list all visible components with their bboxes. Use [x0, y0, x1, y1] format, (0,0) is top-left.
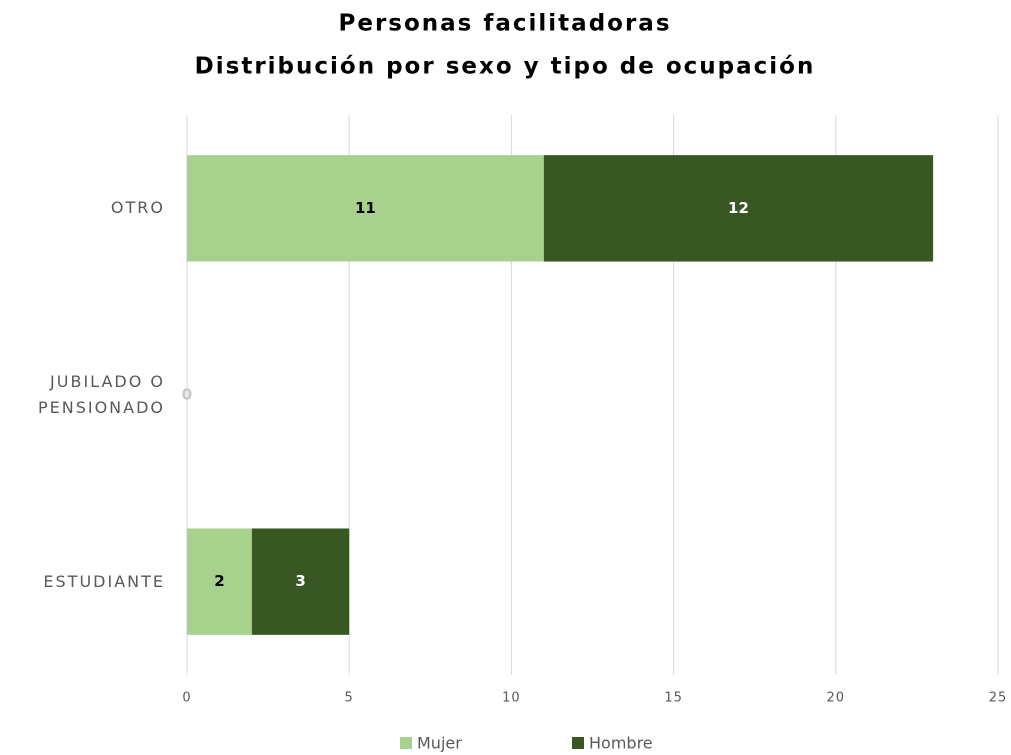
- y-tick-label: JUBILADO O PENSIONADO: [37, 372, 165, 417]
- bar: [543, 155, 934, 262]
- legend-swatch: [572, 737, 584, 749]
- data-label: 2: [214, 572, 224, 590]
- x-tick-label: 15: [664, 691, 683, 706]
- legend-label: Hombre: [589, 734, 653, 753]
- legend-swatch: [400, 737, 412, 749]
- x-tick-label: 0: [182, 691, 191, 706]
- x-tick-label: 10: [502, 691, 521, 706]
- data-label: 0: [182, 386, 192, 404]
- y-tick-label: OTRO: [110, 198, 165, 218]
- data-label: 12: [728, 199, 749, 217]
- data-label: 0: [182, 386, 192, 404]
- bar: [187, 528, 252, 635]
- chart-title: Personas facilitadoras: [338, 11, 671, 37]
- x-tick-label: 25: [989, 691, 1008, 706]
- bar: [187, 155, 544, 262]
- bar: [251, 528, 350, 635]
- data-label: 3: [295, 572, 305, 590]
- y-tick-label: ESTUDIANTE: [43, 571, 165, 591]
- x-tick-label: 5: [345, 691, 354, 706]
- chart-subtitle: Distribución por sexo y tipo de ocupació…: [195, 54, 816, 80]
- data-label: 11: [355, 199, 376, 217]
- legend-label: Mujer: [417, 734, 462, 753]
- x-tick-label: 20: [827, 691, 846, 706]
